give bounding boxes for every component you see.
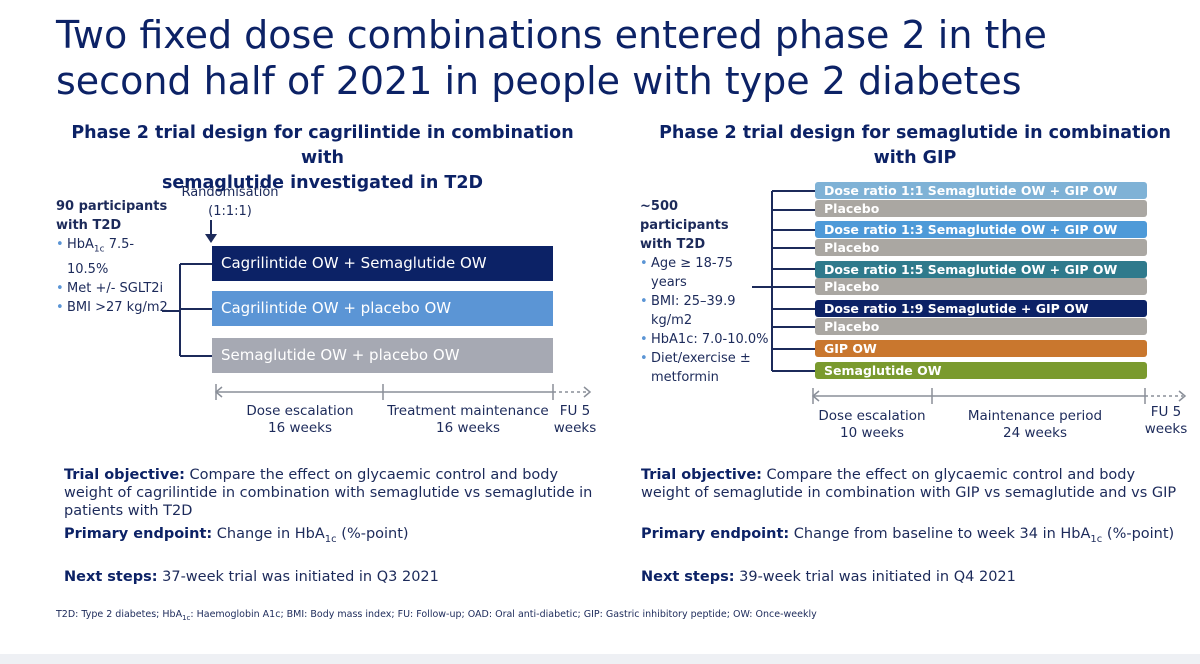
right-dose-escalation: Dose escalation 10 weeks (797, 408, 947, 442)
right-participants-line1: ~500 participants (640, 199, 729, 233)
left-panel-heading: Phase 2 trial design for cagrilintide in… (55, 121, 590, 196)
right-next-text: 39-week trial was initiated in Q4 2021 (734, 569, 1016, 585)
right-arm-3: Dose ratio 1:3 Semaglutide OW + GIP OW (815, 221, 1147, 238)
right-heading-line2: with GIP (873, 148, 957, 168)
right-arm-2: Placebo (815, 200, 1147, 217)
right-arm-10: Semaglutide OW (815, 362, 1147, 379)
randomisation-line1: Randomisation (181, 185, 279, 200)
right-arm-9: GIP OW (815, 340, 1147, 357)
right-participants: ~500 participants with T2D Age ≥ 18-75 ye… (640, 197, 770, 387)
right-arm-7: Dose ratio 1:9 Semaglutide + GIP OW (815, 300, 1147, 317)
right-bracket (752, 190, 815, 372)
left-primary-endpoint: Primary endpoint: Change in HbA1c (%-poi… (64, 525, 604, 549)
right-primary-endpoint: Primary endpoint: Change from baseline t… (641, 525, 1191, 549)
left-endpoint-sub: 1c (324, 533, 337, 545)
left-endpoint-text2: (%-point) (336, 526, 409, 542)
left-follow-up: FU 5 weeks (545, 403, 605, 437)
randomisation-arrow (205, 220, 217, 243)
right-arm-4: Placebo (815, 239, 1147, 256)
left-endpoint-text: Change in HbA (212, 526, 325, 542)
left-next-text: 37-week trial was initiated in Q3 2021 (157, 569, 439, 585)
randomisation-label: Randomisation (1:1:1) (170, 183, 290, 221)
left-arm-1: Cagrilintide OW + Semaglutide OW (212, 246, 553, 281)
left-participants-line1: 90 participants (56, 199, 168, 214)
age-text2: years (651, 275, 687, 290)
age-text: Age ≥ 18-75 (651, 256, 734, 271)
right-participants-line2: with T2D (640, 237, 706, 252)
right-criterion-bmi: BMI: 25–39.9 kg/m2 (640, 292, 770, 330)
left-participants-line2: with T2D (56, 218, 122, 233)
right-next-steps: Next steps: 39-week trial was initiated … (641, 568, 1181, 586)
left-dose-line2: 16 weeks (268, 420, 332, 436)
left-criterion-met: Met +/- SGLT2i (56, 279, 176, 298)
hba1c-sub: 1c (93, 244, 105, 255)
right-criterion-age: Age ≥ 18-75 years (640, 254, 770, 292)
right-arm-1: Dose ratio 1:1 Semaglutide OW + GIP OW (815, 182, 1147, 199)
right-endpoint-sub: 1c (1090, 533, 1103, 545)
left-arm-3: Semaglutide OW + placebo OW (212, 338, 553, 373)
right-endpoint-text: Change from baseline to week 34 in HbA (789, 526, 1091, 542)
right-dose-line1: Dose escalation (818, 408, 926, 424)
right-trial-objective: Trial objective: Compare the effect on g… (641, 466, 1181, 502)
bottom-bar (0, 654, 1200, 664)
left-objective-text: Compare the effect on glycaemic control … (64, 467, 593, 519)
bmi-text: BMI: 25–39.9 (651, 294, 736, 309)
right-arm-8: Placebo (815, 318, 1147, 335)
right-dose-line2: 10 weeks (840, 425, 904, 441)
left-dose-line1: Dose escalation (246, 403, 354, 419)
right-arm-5: Dose ratio 1:5 Semaglutide OW + GIP OW (815, 261, 1147, 278)
footnote: T2D: Type 2 diabetes; HbA1c: Haemoglobin… (56, 609, 817, 622)
left-next-label: Next steps: (64, 569, 158, 585)
right-arm-6: Placebo (815, 278, 1147, 295)
footnote-part1: T2D: Type 2 diabetes; HbA (56, 609, 183, 620)
bmi-text2: kg/m2 (651, 313, 693, 328)
right-next-label: Next steps: (641, 569, 735, 585)
left-fu-line2: weeks (553, 420, 597, 436)
right-criterion-diet: Diet/exercise ± metformin (640, 349, 770, 387)
left-trial-objective: Trial objective: Compare the effect on g… (64, 466, 604, 520)
left-objective-label: Trial objective: (64, 467, 185, 483)
left-fu-line1: FU 5 (559, 403, 591, 419)
right-follow-up: FU 5 weeks (1136, 404, 1196, 438)
left-heading-line1: Phase 2 trial design for cagrilintide in… (71, 123, 574, 168)
right-maint-line2: 24 weeks (1003, 425, 1067, 441)
slide-title: Two fixed dose combinations entered phas… (56, 13, 1047, 103)
left-next-steps: Next steps: 37-week trial was initiated … (64, 568, 604, 586)
right-fu-line2: weeks (1144, 421, 1188, 437)
randomisation-line2: (1:1:1) (208, 204, 252, 219)
diet-text2: metformin (651, 370, 719, 385)
diet-text: Diet/exercise ± (651, 351, 751, 366)
right-timeline (811, 388, 1187, 404)
right-maint-line1: Maintenance period (967, 408, 1103, 424)
right-endpoint-label: Primary endpoint: (641, 526, 790, 542)
right-heading-line1: Phase 2 trial design for semaglutide in … (659, 123, 1171, 143)
footnote-sub: 1c (182, 613, 191, 622)
right-objective-label: Trial objective: (641, 467, 762, 483)
right-panel-heading: Phase 2 trial design for semaglutide in … (645, 121, 1185, 171)
right-endpoint-text2: (%-point) (1102, 526, 1175, 542)
left-dose-escalation: Dose escalation 16 weeks (220, 403, 380, 437)
right-objective-text: Compare the effect on glycaemic control … (641, 467, 1177, 501)
left-maint-line1: Treatment maintenance (387, 403, 549, 419)
hba1c-value2: 10.5% (67, 261, 109, 277)
left-participants: 90 participants with T2D HbA1c 7.5- 10.5%… (56, 197, 176, 317)
hba1c-value: 7.5- (104, 237, 135, 252)
hba1c-text: HbA (67, 237, 94, 252)
left-criterion-bmi: BMI >27 kg/m2 (56, 298, 176, 317)
footnote-part2: : Haemoglobin A1c; BMI: Body mass index;… (190, 609, 817, 620)
left-endpoint-label: Primary endpoint: (64, 526, 213, 542)
left-maint-line2: 16 weeks (436, 420, 500, 436)
right-criterion-hba1c: HbA1c: 7.0-10.0% (640, 330, 770, 349)
left-heading-line2: semaglutide investigated in T2D (161, 173, 484, 193)
left-treatment-maintenance: Treatment maintenance 16 weeks (378, 403, 558, 437)
right-maintenance-period: Maintenance period 24 weeks (950, 408, 1120, 442)
left-criterion-hba1c: HbA1c 7.5- 10.5% (56, 235, 176, 279)
left-arm-2: Cagrilintide OW + placebo OW (212, 291, 553, 326)
right-fu-line1: FU 5 (1150, 404, 1182, 420)
left-timeline (214, 384, 592, 400)
